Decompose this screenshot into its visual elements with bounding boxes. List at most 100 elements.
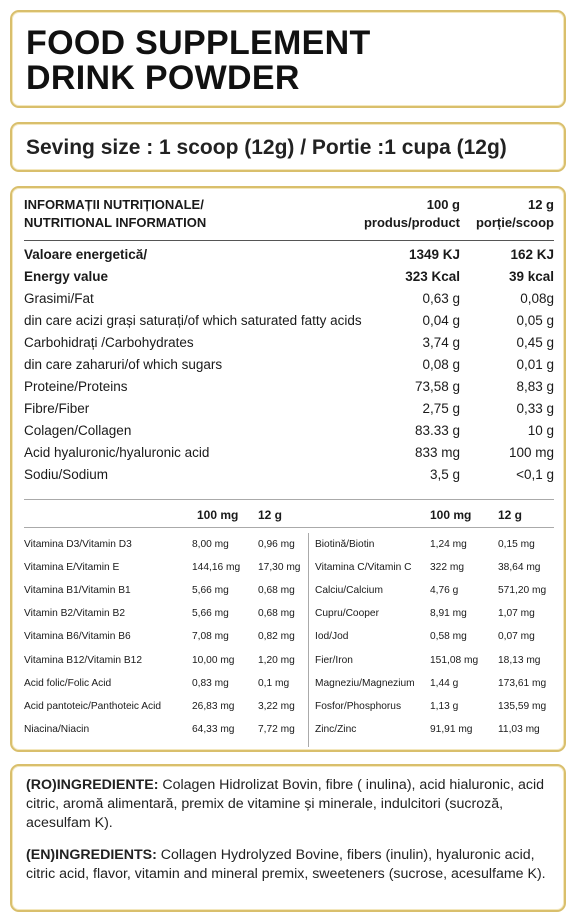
vitamin-right-12g: 1,07 mg	[498, 608, 535, 620]
nutrition-row-name: Sodiu/Sodium	[24, 467, 109, 482]
col-100g-line-1: 100 g	[426, 197, 460, 212]
nutrition-row-100g: 323 Kcal	[405, 269, 460, 284]
vitamin-left-name: Vitamina E/Vitamin E	[24, 562, 120, 574]
vitamin-left-100mg: 8,00 mg	[192, 539, 229, 550]
vitamin-right-name: Iod/Jod	[315, 631, 349, 643]
nutrition-row: Fibre/Fiber 2,75 g 0,33 g	[12, 399, 564, 419]
vitamins-right-col1-header: 100 mg	[430, 508, 472, 522]
nutrition-panel: INFORMAȚII NUTRIȚIONALE/ NUTRITIONAL INF…	[10, 186, 566, 752]
vitamin-right-name: Zinc/Zinc	[315, 723, 357, 735]
vitamin-left-name: Vitamina D3/Vitamin D3	[24, 539, 132, 550]
vitamin-left-name: Vitamina B12/Vitamin B12	[24, 654, 142, 666]
nutrition-row: Proteine/Proteins 73,58 g 8,83 g	[12, 377, 564, 397]
nutrition-row-name: Fibre/Fiber	[24, 401, 90, 416]
vitamin-right-12g: 173,61 mg	[498, 677, 547, 689]
vitamins-left-col1-header: 100 mg	[197, 508, 239, 522]
vitamin-left-12g: 1,20 mg	[258, 654, 295, 666]
nutrition-row-name: Carbohidrați /Carbohydrates	[24, 335, 194, 350]
vitamin-left-100mg: 64,33 mg	[192, 723, 235, 735]
vitamin-right-name: Magneziu/Magnezium	[315, 677, 415, 689]
nutrition-row-name: din care acizi grași saturați/of which s…	[24, 313, 362, 328]
vitamin-right-12g: 11,03 mg	[498, 723, 540, 735]
vitamin-right-100mg: 1,13 g	[430, 700, 459, 712]
vitamin-left-100mg: 144,16 mg	[192, 562, 241, 574]
vitamin-left-name: Niacina/Niacin	[24, 723, 90, 735]
serving-panel: Seving size : 1 scoop (12g) / Portie :1 …	[10, 122, 566, 172]
col-12g-line-2: porție/scoop	[475, 215, 554, 230]
vitamin-left-name: Vitamina B6/Vitamin B6	[24, 631, 131, 643]
vitamin-right-12g: 38,64 mg	[498, 562, 541, 574]
vitamin-right-name: Vitamina C/Vitamin C	[315, 562, 412, 574]
title-line-2: DRINK POWDER	[26, 59, 300, 97]
product-title: FOOD SUPPLEMENT DRINK POWDER	[26, 26, 371, 96]
nutrition-row-100g: 0,04 g	[422, 313, 460, 328]
vitamin-right-100mg: 322 mg	[430, 562, 464, 574]
col-12g-line-1: 12 g	[527, 197, 554, 212]
vitamin-right-name: Fosfor/Phosphorus	[315, 700, 402, 712]
vitamins-left-col2-header: 12 g	[258, 508, 283, 522]
nutrition-row: Energy value 323 Kcal 39 kcal	[12, 267, 564, 287]
ingredients-panel: (RO)INGREDIENTE: Colagen Hidrolizat Bovi…	[10, 764, 566, 912]
vitamins-top-divider	[24, 499, 554, 500]
nutrition-row-12g: 0,08g	[520, 291, 554, 306]
vitamin-left-name: Vitamina B1/Vitamin B1	[24, 585, 131, 597]
nutrition-row: Acid hyaluronic/hyaluronic acid 833 mg 100…	[12, 443, 564, 463]
nutrition-row: Valoare energetică/1349 KJ 162 KJ	[12, 245, 564, 265]
vitamin-right-name: Cupru/Cooper	[315, 608, 379, 620]
vitamin-right-12g: 18,13 mg	[498, 654, 541, 666]
nutrition-header-label-line-2: NUTRITIONAL INFORMATION	[24, 215, 207, 230]
vitamins-right-col2-header: 12 g	[498, 508, 523, 522]
nutrition-row-12g: 162 KJ	[510, 247, 554, 262]
vitamin-left-12g: 17,30 mg	[258, 562, 301, 574]
vitamin-right-12g: 0,07 mg	[498, 631, 535, 643]
vitamin-left-100mg: 5,66 mg	[192, 585, 229, 597]
nutrition-row-100g: 3,5 g	[429, 467, 460, 482]
ingredients-ro: (RO)INGREDIENTE: Colagen Hidrolizat Bovi…	[26, 776, 552, 833]
vitamin-left-12g: 0,96 mg	[258, 539, 295, 550]
nutrition-row-100g: 2,75 g	[422, 401, 460, 416]
nutrition-row-12g: 10 g	[527, 423, 554, 438]
vitamin-left-100mg: 7,08 mg	[192, 631, 229, 643]
vitamin-right-12g: 135,59 mg	[498, 700, 547, 712]
nutrition-col-100g-header: 100 g produs/product	[364, 196, 460, 232]
nutrition-header-label-line-1: INFORMAȚII NUTRIȚIONALE/	[24, 197, 204, 212]
nutrition-row-12g: 0,01 g	[516, 357, 554, 372]
vitamin-right-name: Fier/Iron	[315, 654, 353, 666]
vitamin-left-100mg: 10,00 mg	[192, 654, 235, 666]
nutrition-row: Carbohidrați /Carbohydrates 3,74 g 0,45 g	[12, 333, 564, 353]
nutrition-row-100g: 0,08 g	[422, 357, 460, 372]
ingredients-en: (EN)INGREDIENTS: Collagen Hydrolyzed Bov…	[26, 846, 552, 884]
vitamin-left-name: Acid pantoteic/Panthoteic Acid	[24, 700, 162, 712]
vitamin-left-12g: 3,22 mg	[258, 700, 295, 712]
nutrition-row-12g: 0,33 g	[516, 401, 554, 416]
nutrition-row-100g: 83.33 g	[414, 423, 460, 438]
vitamin-left-100mg: 0,83 mg	[192, 677, 229, 689]
nutrition-row-100g: 1349 KJ	[408, 247, 460, 262]
nutrition-row: din care acizi grași saturați/of which s…	[12, 311, 564, 331]
vitamin-right-name: Biotină/Biotin	[315, 539, 375, 550]
vitamin-right-100mg: 1,44 g	[430, 677, 459, 689]
nutrition-row-12g: 100 mg	[508, 445, 554, 460]
nutrition-row-100g: 3,74 g	[422, 335, 460, 350]
ingredients-en-text: Collagen Hydrolyzed Bovine, fibers (inul…	[26, 847, 546, 882]
vitamin-left-12g: 0,1 mg	[258, 677, 290, 689]
nutrition-row-name: Energy value	[24, 269, 109, 284]
nutrition-row: din care zaharuri/of which sugars 0,08 g 0…	[12, 355, 564, 375]
vitamin-left-12g: 0,68 mg	[258, 608, 295, 620]
vitamins-header-divider	[24, 527, 554, 528]
nutrition-row: Grasimi/Fat 0,63 g 0,08g	[12, 289, 564, 309]
nutrition-row-name: Proteine/Proteins	[24, 379, 128, 394]
vitamin-left-12g: 7,72 mg	[258, 723, 295, 735]
vitamin-right-100mg: 4,76 g	[430, 585, 459, 597]
nutrition-header-divider	[24, 240, 554, 241]
vitamin-left-100mg: 26,83 mg	[192, 700, 235, 712]
nutrition-row-100g: 0,63 g	[422, 291, 460, 306]
vitamin-left-name: Acid folic/Folic Acid	[24, 677, 112, 689]
title-line-1: FOOD SUPPLEMENT	[26, 24, 371, 62]
vitamin-left-100mg: 5,66 mg	[192, 608, 229, 620]
vitamin-left-name: Vitamin B2/Vitamin B2	[24, 608, 125, 620]
nutrition-row-100g: 73,58 g	[414, 379, 460, 394]
nutrition-row-12g: <0,1 g	[516, 467, 554, 482]
title-panel: FOOD SUPPLEMENT DRINK POWDER	[10, 10, 566, 108]
nutrition-row-name: Acid hyaluronic/hyaluronic acid	[24, 445, 210, 460]
